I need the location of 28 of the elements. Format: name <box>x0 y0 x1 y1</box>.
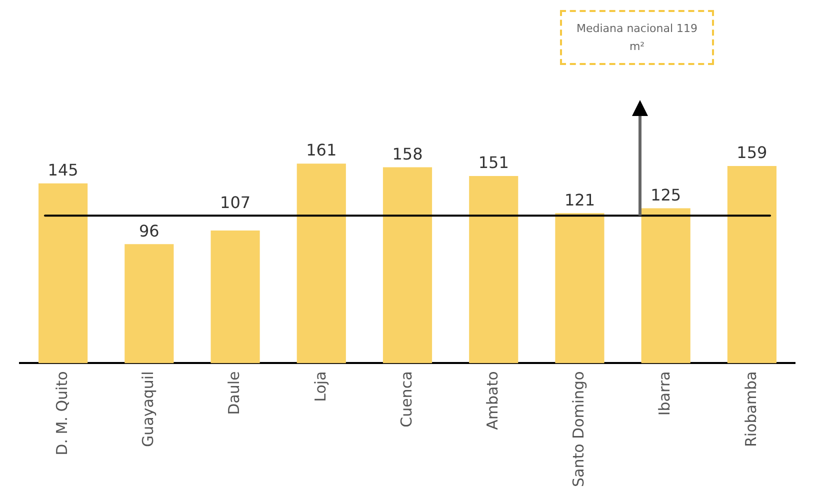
data-label: 151 <box>478 153 509 172</box>
x-tick-label: Ibarra <box>656 371 674 416</box>
data-label: 107 <box>220 192 251 212</box>
bar <box>555 213 604 364</box>
x-tick-label: Loja <box>311 371 330 402</box>
bar <box>727 166 776 364</box>
x-tick-label: Guayaquil <box>139 371 158 448</box>
x-tick-label: D. M. Quito <box>52 371 71 456</box>
bar <box>641 208 690 364</box>
data-label: 125 <box>650 185 682 204</box>
bar <box>124 244 174 364</box>
bar <box>38 183 88 364</box>
bar <box>469 176 518 364</box>
data-label: 121 <box>564 190 595 210</box>
data-label: 159 <box>736 143 768 162</box>
data-label: 145 <box>48 160 78 180</box>
x-tick-label: Santo Domingo <box>570 371 588 488</box>
bar <box>382 167 432 364</box>
x-tick-label: Cuenca <box>397 371 416 428</box>
bar <box>296 164 346 364</box>
data-label: 96 <box>138 221 160 240</box>
text: Mediana nacional 119 m² <box>560 10 714 66</box>
x-tick-label: Ambato <box>484 371 502 430</box>
bar <box>210 230 260 364</box>
x-tick-label: Riobamba <box>742 371 760 448</box>
data-label: 161 <box>306 140 337 160</box>
data-label: 158 <box>392 144 423 164</box>
x-tick-label: Daule <box>225 371 244 415</box>
